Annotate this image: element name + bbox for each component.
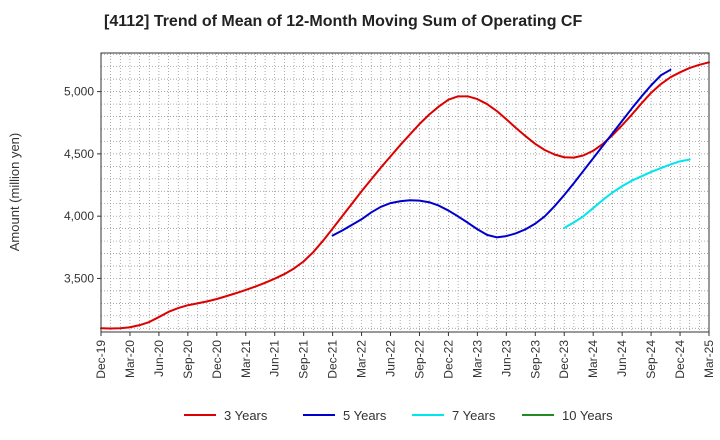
x-tick-label: Dec-19 — [94, 340, 108, 379]
x-tick-label: Mar-23 — [470, 340, 484, 378]
x-tick-label: Sep-23 — [528, 340, 542, 379]
x-tick-label: Mar-24 — [586, 340, 600, 378]
y-tick-label: 5,000 — [64, 85, 94, 99]
y-tick-label: 3,500 — [64, 271, 94, 285]
y-tick-label: 4,000 — [64, 209, 94, 223]
x-tick-label: Mar-20 — [123, 340, 137, 378]
x-tick-label: Jun-21 — [268, 340, 282, 377]
legend-label: 5 Years — [343, 408, 387, 423]
series-line-7-years — [563, 158, 691, 229]
legend-label: 10 Years — [562, 408, 613, 423]
x-tick-label: Jun-22 — [384, 340, 398, 377]
x-tick-label: Jun-24 — [615, 340, 629, 377]
x-tick-label: Dec-24 — [673, 340, 687, 379]
x-tick-label: Jun-20 — [152, 340, 166, 377]
y-axis-label: Amount (million yen) — [7, 133, 22, 252]
x-tick-label: Dec-22 — [441, 340, 455, 379]
x-tick-label: Mar-22 — [355, 340, 369, 378]
series-line-5-years — [331, 68, 672, 239]
x-tick-label: Dec-23 — [557, 340, 571, 379]
x-tick-label: Jun-23 — [499, 340, 513, 377]
plot-background — [101, 53, 709, 332]
x-tick-label: Dec-21 — [326, 340, 340, 379]
plot-border — [100, 52, 710, 333]
x-tick-label: Sep-20 — [181, 340, 195, 379]
series-lines — [100, 61, 710, 330]
chart-title: [4112] Trend of Mean of 12-Month Moving … — [104, 13, 583, 30]
legend-label: 7 Years — [452, 408, 496, 423]
y-tick-label: 4,500 — [64, 147, 94, 161]
x-tick-label: Sep-24 — [644, 340, 658, 379]
x-tick-label: Sep-21 — [297, 340, 311, 379]
grid-lines — [101, 53, 709, 332]
x-axis-ticks: Dec-19 Mar-20 Jun-20 Sep-20 Dec-20 Mar-21 Jun-… — [94, 332, 716, 379]
x-tick-label: Dec-20 — [210, 340, 224, 379]
x-tick-label: Mar-21 — [239, 340, 253, 378]
x-tick-label: Sep-22 — [412, 340, 426, 379]
legend: 3 Years 5 Years 7 Years 10 Years — [184, 408, 613, 423]
y-axis-ticks: 3,500 4,000 4,500 5,000 — [64, 85, 101, 285]
legend-label: 3 Years — [224, 408, 268, 423]
x-tick-label: Mar-25 — [702, 340, 716, 378]
